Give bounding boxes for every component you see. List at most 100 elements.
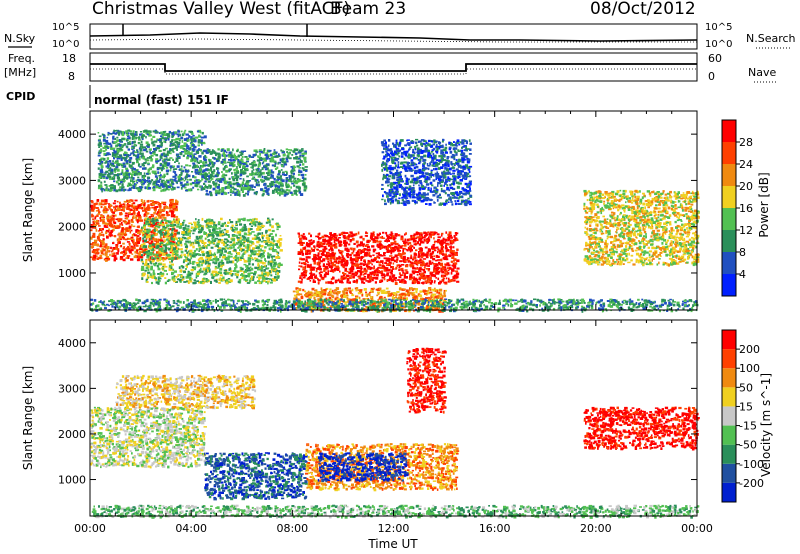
power-cell xyxy=(239,161,242,164)
power-cell xyxy=(253,250,257,253)
power-cell xyxy=(386,273,389,277)
power-cell xyxy=(168,224,172,227)
power-cell xyxy=(410,262,414,265)
power-cell xyxy=(249,254,252,257)
power-cell xyxy=(286,188,289,192)
power-cell xyxy=(271,164,275,167)
power-cell xyxy=(174,232,177,236)
power-cell xyxy=(137,156,141,159)
power-cell xyxy=(376,268,379,271)
power-cell xyxy=(166,150,170,154)
power-cell xyxy=(276,252,279,255)
power-cell xyxy=(120,230,124,234)
power-cell xyxy=(167,158,171,161)
power-cell xyxy=(99,240,101,242)
power-cell xyxy=(183,233,185,236)
power-cell xyxy=(101,228,104,231)
power-cell xyxy=(173,207,177,210)
power-cell xyxy=(143,224,146,227)
power-cell xyxy=(267,244,272,247)
power-cell xyxy=(146,274,149,277)
power-cell xyxy=(204,237,207,240)
power-cell xyxy=(247,269,251,272)
power-cell xyxy=(215,160,219,163)
power-cell xyxy=(122,258,126,262)
power-cell xyxy=(267,240,270,243)
power-cell xyxy=(150,138,153,141)
power-cell xyxy=(231,244,235,247)
power-cell xyxy=(270,255,273,258)
power-cell xyxy=(246,193,249,196)
power-cell xyxy=(139,165,142,168)
power-cell xyxy=(257,171,260,175)
power-cell xyxy=(125,233,128,236)
power-cell xyxy=(337,260,342,262)
power-cell xyxy=(207,239,210,242)
power-cell xyxy=(90,224,94,226)
power-cell xyxy=(159,245,162,248)
power-cell xyxy=(245,238,248,241)
power-cell xyxy=(123,131,126,135)
power-cell xyxy=(102,238,105,241)
power-cell xyxy=(177,175,181,179)
power-cell xyxy=(143,148,147,152)
power-cell xyxy=(158,230,161,233)
power-cell xyxy=(170,263,174,266)
power-cell xyxy=(157,139,161,142)
power-cell xyxy=(93,254,97,257)
power-cell xyxy=(147,176,150,179)
power-cell xyxy=(202,161,205,164)
power-cell xyxy=(170,179,173,182)
power-cell xyxy=(154,255,158,258)
power-cell xyxy=(175,246,178,250)
power-cell xyxy=(242,163,246,165)
power-cell xyxy=(105,165,109,168)
power-cell xyxy=(152,258,155,261)
power-cell xyxy=(123,250,126,253)
power-cell xyxy=(116,168,120,172)
noise-tick-right-low: 10^0 xyxy=(705,39,732,50)
power-cell xyxy=(120,172,123,176)
power-cell xyxy=(138,216,141,219)
power-cell xyxy=(156,145,160,147)
power-cell xyxy=(191,181,195,185)
power-cell xyxy=(221,247,225,250)
power-cell xyxy=(202,267,206,271)
power-cell xyxy=(257,156,261,159)
power-cell xyxy=(112,242,115,245)
power-cell xyxy=(315,269,318,273)
power-cell xyxy=(133,243,136,246)
power-cell xyxy=(170,206,173,209)
power-cell xyxy=(169,233,173,236)
power-cell xyxy=(131,186,134,189)
power-cell xyxy=(217,240,221,243)
power-cell xyxy=(220,239,224,241)
power-cell xyxy=(245,160,249,163)
power-cell xyxy=(124,175,127,178)
power-cell xyxy=(321,277,325,279)
power-cell xyxy=(265,234,269,237)
power-cell xyxy=(110,246,112,250)
power-cell xyxy=(279,193,281,197)
power-cell xyxy=(121,251,123,253)
power-cell xyxy=(179,146,183,149)
power-cell xyxy=(132,217,135,219)
power-cell xyxy=(160,250,164,253)
power-cell xyxy=(123,151,127,154)
power-cell xyxy=(148,134,151,137)
power-cell xyxy=(121,209,124,212)
power-cell xyxy=(219,232,223,236)
power-cell xyxy=(114,257,118,260)
power-cell xyxy=(201,131,204,135)
power-cell xyxy=(246,188,249,191)
power-cell xyxy=(414,271,418,273)
power-cell xyxy=(125,157,128,159)
power-cell xyxy=(204,272,208,275)
power-cell xyxy=(165,156,168,159)
power-cell xyxy=(270,266,274,269)
power-cell xyxy=(126,169,129,172)
power-cell xyxy=(260,266,264,269)
power-cell xyxy=(157,222,159,225)
power-cell xyxy=(159,155,163,158)
power-cell xyxy=(151,200,154,202)
